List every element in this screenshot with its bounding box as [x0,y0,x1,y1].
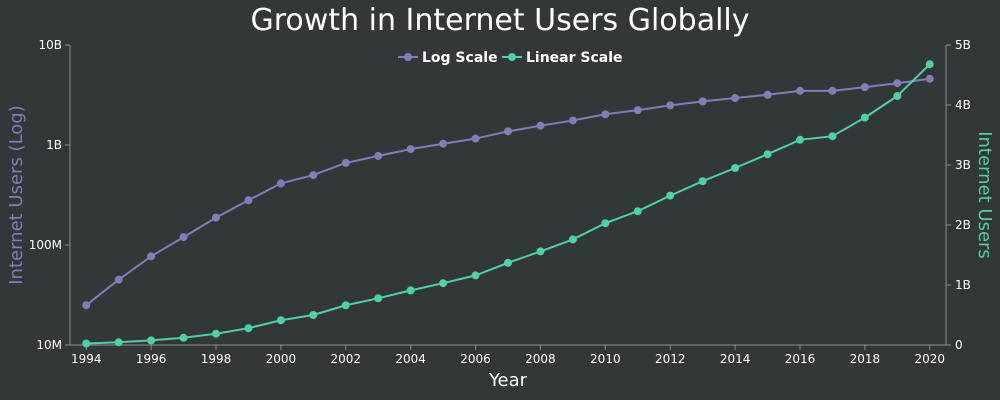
data-point[interactable] [666,101,675,110]
legend-log-marker [404,53,412,61]
data-point[interactable] [212,213,220,222]
data-point[interactable] [633,207,642,216]
legend: Log Scale Linear Scale [398,50,623,66]
legend-log-label[interactable]: Log Scale [422,50,498,66]
y-left-tick-label: 1B [46,138,62,152]
x-tick-label: 2006 [460,352,491,366]
y-axis-left-label: Internet Users (Log) [6,105,27,285]
x-tick-label: 2002 [331,352,362,366]
x-tick-label: 1998 [201,352,232,366]
data-point[interactable] [147,336,156,345]
x-tick-label: 2000 [266,352,297,366]
data-point[interactable] [731,164,740,172]
y-right-tick-label: 5B [955,38,971,52]
data-point[interactable] [666,191,675,200]
data-point[interactable] [374,294,383,303]
y-axis-right-ticks: 0 1B 2B 3B 4B 5B [946,38,971,352]
data-point[interactable] [406,286,415,295]
data-point[interactable] [828,132,837,141]
data-point[interactable] [568,116,577,125]
data-point[interactable] [309,311,318,319]
data-point[interactable] [536,121,545,130]
data-point[interactable] [82,301,91,310]
data-point[interactable] [536,247,545,256]
data-point[interactable] [212,329,220,338]
data-point[interactable] [374,151,383,160]
data-point[interactable] [601,219,610,228]
x-tick-label: 2010 [590,352,621,366]
data-point[interactable] [504,127,512,136]
data-point[interactable] [763,150,772,159]
data-point[interactable] [179,233,188,242]
data-point[interactable] [860,83,869,92]
data-point[interactable] [568,235,577,244]
series-log-scale [82,74,934,310]
data-point[interactable] [731,94,740,103]
y-right-tick-label: 3B [955,158,971,172]
data-point[interactable] [893,92,902,100]
x-tick-label: 2012 [655,352,686,366]
data-point[interactable] [406,145,415,154]
x-axis-ticks: 1994 1996 1998 2000 2002 2004 2006 2008 2010 2012… [71,345,945,366]
data-point[interactable] [276,316,285,325]
data-point[interactable] [893,79,902,88]
x-tick-label: 2016 [785,352,816,366]
x-tick-label: 2018 [850,352,881,366]
y-right-tick-label: 1B [955,278,971,292]
x-tick-label: 2004 [395,352,426,366]
data-point[interactable] [341,301,350,310]
y-right-tick-label: 0 [955,338,963,352]
data-point[interactable] [763,90,772,99]
data-point[interactable] [698,177,707,186]
x-tick-label: 2014 [720,352,751,366]
data-point[interactable] [633,106,642,115]
data-point[interactable] [439,279,448,288]
series-line [86,63,931,345]
y-axis-right-label: Internet Users [974,131,995,259]
x-axis-label: Year [488,370,528,391]
data-point[interactable] [601,110,610,119]
data-point[interactable] [471,271,480,280]
y-axis-left-ticks: 10M 100M 1B 10B [29,38,70,352]
data-point[interactable] [114,275,123,284]
y-right-tick-label: 2B [955,218,971,232]
y-left-tick-label: 10B [38,38,62,52]
data-point[interactable] [471,134,480,143]
data-point[interactable] [796,86,804,95]
data-point[interactable] [341,158,350,167]
x-tick-label: 1996 [136,352,167,366]
data-point[interactable] [698,97,707,106]
data-point[interactable] [925,74,934,83]
chart-title: Growth in Internet Users Globally [251,3,750,38]
y-left-tick-label: 10M [36,338,62,352]
x-tick-label: 1994 [71,352,102,366]
legend-linear-label[interactable]: Linear Scale [526,50,623,66]
data-point[interactable] [309,171,318,180]
data-point[interactable] [828,86,837,95]
series-line [85,77,930,306]
legend-linear-marker [508,53,516,61]
series-linear-scale [82,60,934,348]
data-point[interactable] [114,338,123,347]
data-point[interactable] [82,339,91,348]
data-point[interactable] [244,196,253,205]
data-point[interactable] [179,333,188,342]
data-point[interactable] [796,135,804,144]
data-point[interactable] [439,139,448,148]
data-point[interactable] [147,252,156,261]
y-right-tick-label: 4B [955,98,971,112]
y-left-tick-label: 100M [29,238,62,252]
data-point[interactable] [504,258,512,267]
x-tick-label: 2008 [525,352,556,366]
data-point[interactable] [276,179,285,188]
data-point[interactable] [860,113,869,122]
data-point[interactable] [244,324,253,333]
data-point[interactable] [925,60,934,69]
x-tick-label: 2020 [915,352,946,366]
